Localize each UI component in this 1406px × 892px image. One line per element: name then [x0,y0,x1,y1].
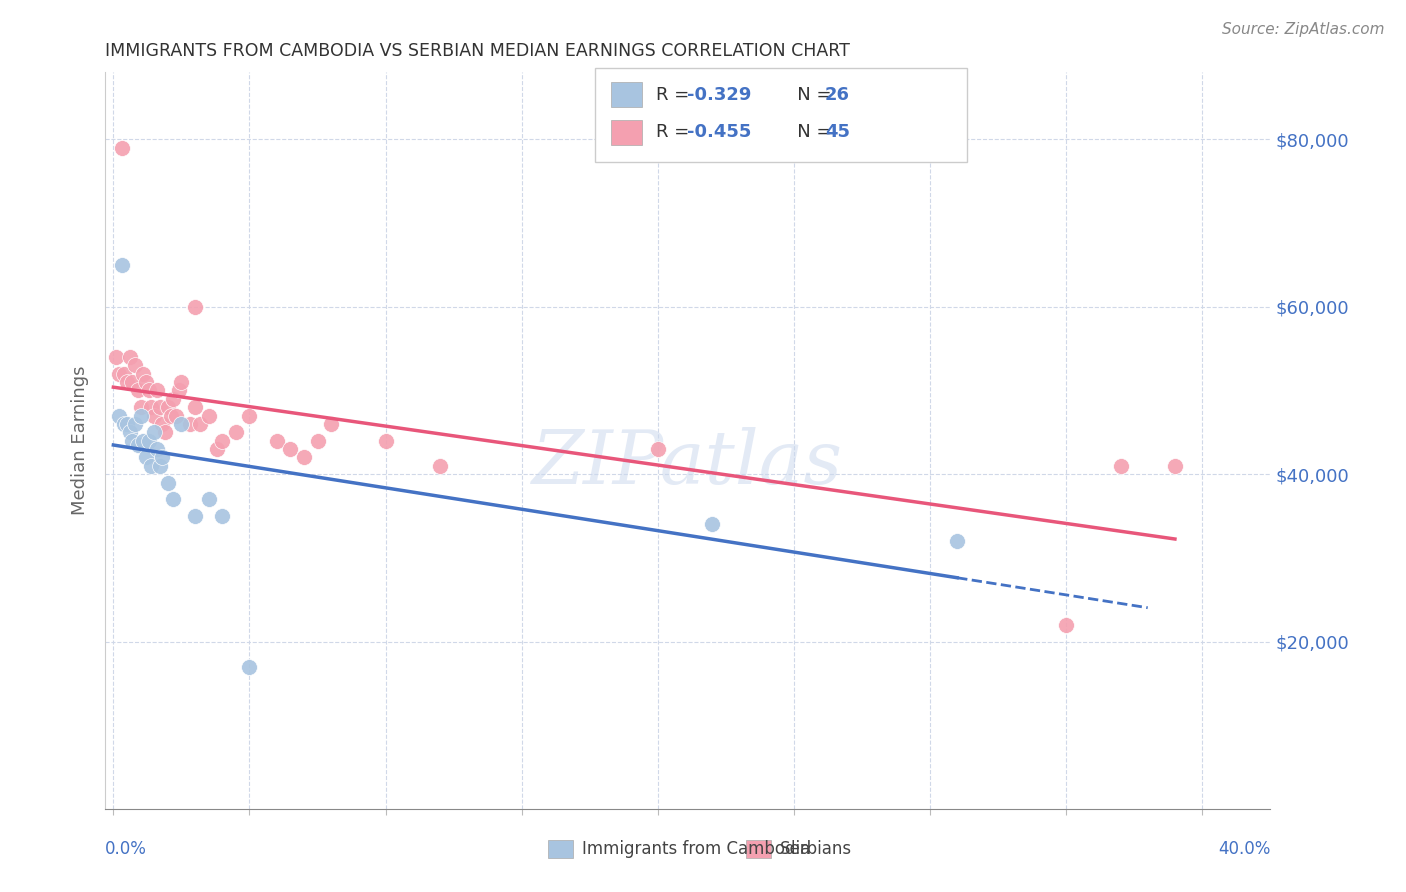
Point [211,434,233,448]
Point [321,417,343,431]
Point [292,450,315,465]
Point [307,434,329,448]
Point [170,417,193,431]
Point [127,384,149,398]
Point [647,442,669,456]
Point [143,409,166,423]
Point [112,367,135,381]
Point [135,450,157,465]
Point [1054,618,1077,632]
Point [225,425,247,440]
Point [121,434,143,448]
Point [184,401,207,415]
Text: 45: 45 [825,123,851,141]
Point [702,517,724,532]
Point [112,417,135,431]
Point [118,425,141,440]
Point [121,375,143,389]
Point [205,442,228,456]
Point [150,450,173,465]
Point [211,509,233,524]
Point [105,350,128,364]
Point [184,509,207,524]
Point [110,258,132,272]
Point [238,659,260,673]
Text: ZIPatlas: ZIPatlas [533,426,844,499]
Point [146,442,169,456]
Point [108,367,131,381]
Point [135,375,157,389]
Point [124,359,146,373]
Point [946,534,969,549]
Point [197,409,219,423]
Point [127,438,149,452]
Point [110,141,132,155]
Point [153,425,176,440]
Text: 26: 26 [825,86,851,103]
Point [141,401,163,415]
Point [162,392,184,406]
Text: Immigrants from Cambodia: Immigrants from Cambodia [582,840,810,858]
Point [179,417,201,431]
Point [150,417,173,431]
Point [238,409,260,423]
Point [156,401,179,415]
Point [115,417,138,431]
Text: 40.0%: 40.0% [1218,840,1270,858]
Text: N =: N = [780,123,838,141]
Text: IMMIGRANTS FROM CAMBODIA VS SERBIAN MEDIAN EARNINGS CORRELATION CHART: IMMIGRANTS FROM CAMBODIA VS SERBIAN MEDI… [105,42,851,60]
Point [162,492,184,507]
Point [1109,458,1132,473]
Point [374,434,396,448]
Point [132,434,155,448]
Point [429,458,451,473]
Y-axis label: Median Earnings: Median Earnings [72,366,89,516]
Text: R =: R = [657,86,696,103]
Point [197,492,219,507]
Point [190,417,212,431]
Point [129,409,152,423]
Point [149,458,172,473]
Text: -0.455: -0.455 [688,123,752,141]
Point [149,401,172,415]
Point [118,350,141,364]
Point [143,425,166,440]
Text: R =: R = [657,123,696,141]
Text: 0.0%: 0.0% [105,840,148,858]
Point [108,409,131,423]
Point [138,434,160,448]
Text: Serbians: Serbians [780,840,852,858]
Point [167,384,190,398]
Point [146,384,169,398]
Point [266,434,288,448]
Point [165,409,187,423]
Point [159,409,181,423]
Point [184,300,207,314]
Point [124,417,146,431]
Point [170,375,193,389]
Text: Source: ZipAtlas.com: Source: ZipAtlas.com [1222,22,1385,37]
Point [138,384,160,398]
Point [156,475,179,490]
Point [141,458,163,473]
Point [278,442,301,456]
Text: -0.329: -0.329 [688,86,752,103]
Text: N =: N = [780,86,838,103]
Point [132,367,155,381]
Point [115,375,138,389]
Point [1164,458,1187,473]
Point [129,401,152,415]
